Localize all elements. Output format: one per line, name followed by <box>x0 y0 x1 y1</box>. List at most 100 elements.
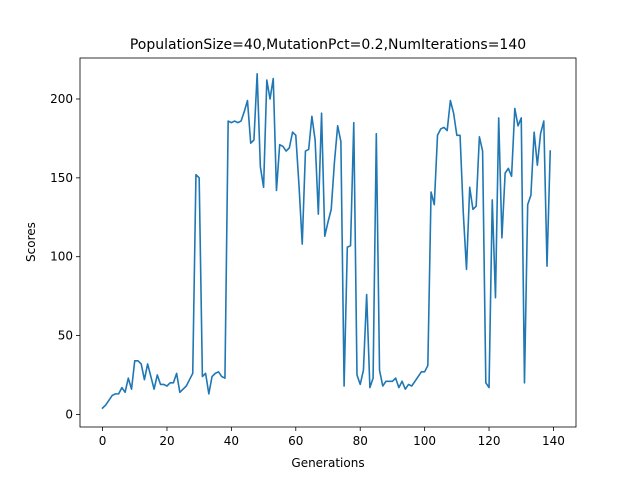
data-point <box>131 388 133 390</box>
data-point <box>318 213 320 215</box>
data-point <box>424 371 426 373</box>
x-tick-label: 40 <box>224 434 239 448</box>
data-point <box>446 130 448 132</box>
data-point <box>292 131 294 133</box>
data-point <box>247 100 249 102</box>
x-tick-label: 120 <box>478 434 501 448</box>
data-point <box>462 212 464 214</box>
data-point <box>330 209 332 211</box>
data-point <box>475 205 477 207</box>
data-point <box>198 177 200 179</box>
data-point <box>121 387 123 389</box>
data-point <box>437 134 439 136</box>
data-point <box>363 369 365 371</box>
data-point <box>524 382 526 384</box>
data-point <box>385 380 387 382</box>
x-tick-label: 140 <box>542 434 565 448</box>
data-point <box>546 265 548 267</box>
data-point <box>343 385 345 387</box>
data-point <box>211 376 213 378</box>
data-point <box>115 393 117 395</box>
data-point <box>324 235 326 237</box>
data-point <box>366 294 368 296</box>
data-point <box>298 185 300 187</box>
data-point <box>105 404 107 406</box>
data-point <box>208 393 210 395</box>
x-axis-label: Generations <box>291 456 364 470</box>
data-point <box>189 379 191 381</box>
data-point <box>150 376 152 378</box>
x-tick-label: 20 <box>159 434 174 448</box>
y-tick-label: 0 <box>65 407 73 421</box>
data-point <box>321 112 323 114</box>
data-point <box>253 139 255 141</box>
x-tick-label: 100 <box>413 434 436 448</box>
data-point <box>520 117 522 119</box>
data-point <box>511 175 513 177</box>
data-point <box>508 168 510 170</box>
data-point <box>433 204 435 206</box>
data-point <box>456 134 458 136</box>
data-point <box>256 73 258 75</box>
data-point <box>276 190 278 192</box>
data-point <box>156 374 158 376</box>
data-point <box>340 141 342 143</box>
data-point <box>285 150 287 152</box>
data-point <box>134 360 136 362</box>
data-point <box>482 150 484 152</box>
data-point <box>421 371 423 373</box>
data-point <box>408 384 410 386</box>
data-point <box>295 134 297 136</box>
data-point <box>182 388 184 390</box>
scores-series-line <box>101 72 552 410</box>
plot-area: 0 20 40 60 80 100 120 140 0 50 100 150 200 <box>50 57 577 448</box>
data-point <box>202 376 204 378</box>
data-point <box>414 380 416 382</box>
data-point <box>124 392 126 394</box>
data-point <box>379 369 381 371</box>
data-point <box>347 246 349 248</box>
data-point <box>466 269 468 271</box>
data-point <box>527 204 529 206</box>
data-point <box>195 174 197 176</box>
data-point <box>540 133 542 135</box>
data-point <box>517 125 519 127</box>
data-point <box>137 360 139 362</box>
data-point <box>376 133 378 135</box>
x-tick-label: 0 <box>99 434 107 448</box>
data-point <box>160 384 162 386</box>
data-point <box>231 122 233 124</box>
data-point <box>549 150 551 152</box>
data-point <box>530 194 532 196</box>
data-point <box>173 382 175 384</box>
data-point <box>308 149 310 151</box>
data-point <box>260 166 262 168</box>
data-point <box>102 407 104 409</box>
data-point <box>356 374 358 376</box>
data-point <box>250 142 252 144</box>
data-point <box>537 164 539 166</box>
data-point <box>469 187 471 189</box>
data-point <box>144 379 146 381</box>
data-point <box>272 78 274 80</box>
data-point <box>234 120 236 122</box>
data-point <box>108 399 110 401</box>
data-point <box>459 134 461 136</box>
data-point <box>163 384 165 386</box>
data-point <box>453 112 455 114</box>
y-axis-label: Scores <box>24 222 38 262</box>
data-point <box>417 376 419 378</box>
data-point <box>301 243 303 245</box>
data-point <box>488 387 490 389</box>
data-point <box>514 108 516 110</box>
data-point <box>111 395 113 397</box>
data-point <box>382 385 384 387</box>
data-point <box>185 385 187 387</box>
x-tick-label: 60 <box>288 434 303 448</box>
data-point <box>353 122 355 124</box>
y-tick-label: 100 <box>50 250 73 264</box>
data-point <box>327 221 329 223</box>
data-point <box>359 384 361 386</box>
data-point <box>218 371 220 373</box>
data-point <box>430 191 432 193</box>
